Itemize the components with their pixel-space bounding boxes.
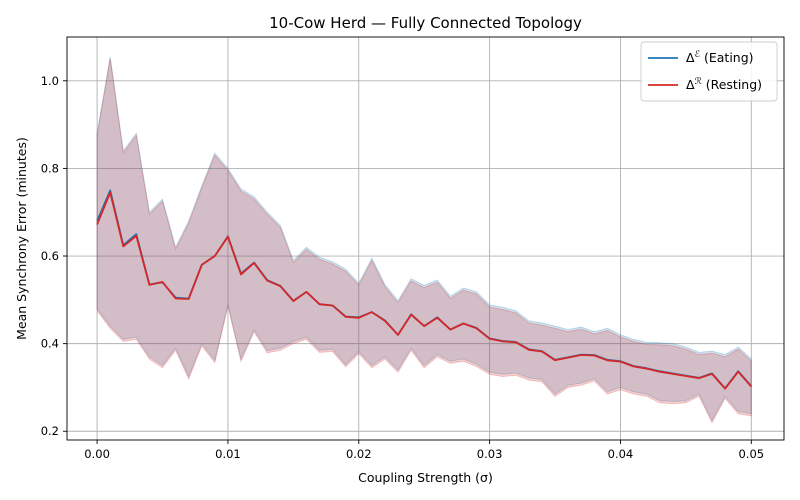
y-axis: 0.2 0.4 0.6 0.8 1.0 <box>41 74 67 438</box>
confidence-bands <box>96 56 752 424</box>
x-axis: 0.00 0.01 0.02 0.03 0.04 0.05 <box>84 440 764 461</box>
x-tick-label: 0.00 <box>84 447 110 461</box>
legend-label: Δℰ (Eating) <box>686 50 754 65</box>
series-lines <box>96 189 752 390</box>
series-2-line <box>96 191 752 390</box>
series-2-band <box>96 58 752 424</box>
x-tick-label: 0.05 <box>738 447 764 461</box>
legend: Δℰ (Eating)Δℛ (Resting) <box>640 41 778 102</box>
x-tick-label: 0.03 <box>477 447 503 461</box>
y-tick-label: 0.8 <box>41 161 59 175</box>
legend-label-text: (Eating) <box>700 50 754 65</box>
legend-label-symbol: Δ <box>686 50 695 65</box>
x-axis-label: Coupling Strength (σ) <box>358 470 493 485</box>
chart-title: 10-Cow Herd — Fully Connected Topology <box>269 14 582 32</box>
plot-frame <box>66 36 785 441</box>
y-tick-label: 1.0 <box>41 74 59 88</box>
legend-label: Δℛ (Resting) <box>686 77 762 92</box>
legend-box <box>640 41 778 102</box>
legend-label-superscript: ℛ <box>695 77 702 87</box>
x-tick-label: 0.04 <box>608 447 634 461</box>
legend-label-superscript: ℰ <box>695 50 701 60</box>
series-1-band <box>96 56 752 422</box>
y-axis-label: Mean Synchrony Error (minutes) <box>14 137 29 340</box>
y-tick-label: 0.6 <box>41 249 59 263</box>
legend-label-text: (Resting) <box>702 77 762 92</box>
y-tick-label: 0.4 <box>41 337 59 351</box>
x-tick-label: 0.01 <box>215 447 241 461</box>
y-tick-label: 0.2 <box>41 424 59 438</box>
legend-label-symbol: Δ <box>686 77 695 92</box>
x-tick-label: 0.02 <box>346 447 372 461</box>
